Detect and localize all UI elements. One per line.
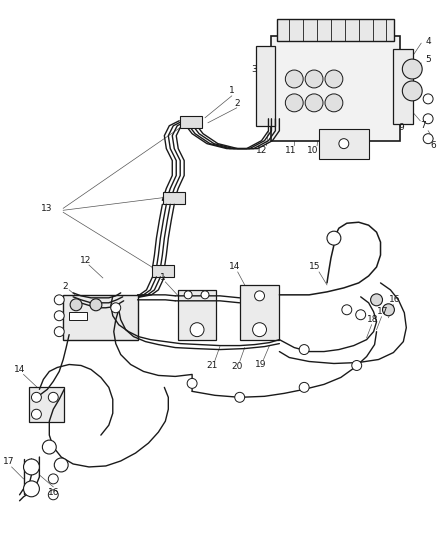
Text: 14: 14: [229, 262, 240, 271]
Circle shape: [184, 291, 192, 299]
Bar: [152, 265, 174, 277]
Circle shape: [48, 392, 58, 402]
Circle shape: [90, 299, 102, 311]
Circle shape: [111, 303, 121, 313]
Text: 2: 2: [234, 99, 240, 108]
Bar: [272, 36, 400, 141]
Circle shape: [382, 304, 394, 316]
Text: 20: 20: [231, 362, 242, 371]
Circle shape: [32, 392, 41, 402]
Bar: [63, 295, 138, 340]
Circle shape: [325, 70, 343, 88]
Bar: [180, 116, 202, 128]
Text: 15: 15: [309, 262, 321, 271]
Circle shape: [253, 322, 266, 337]
Text: 14: 14: [14, 365, 25, 374]
Text: 12: 12: [256, 146, 267, 155]
Text: 1: 1: [229, 86, 235, 95]
Text: 12: 12: [80, 255, 92, 264]
Bar: [69, 312, 87, 320]
Text: 4: 4: [425, 37, 431, 46]
Circle shape: [299, 382, 309, 392]
Text: 3: 3: [252, 64, 258, 74]
Circle shape: [285, 94, 303, 112]
Circle shape: [352, 360, 362, 370]
Circle shape: [305, 94, 323, 112]
Circle shape: [54, 327, 64, 337]
Circle shape: [305, 70, 323, 88]
Circle shape: [254, 291, 265, 301]
Circle shape: [235, 392, 245, 402]
Text: 5: 5: [425, 54, 431, 63]
Circle shape: [190, 322, 204, 337]
Circle shape: [423, 114, 433, 124]
Bar: [393, 49, 413, 124]
Circle shape: [356, 310, 366, 320]
Text: 17: 17: [3, 457, 14, 466]
Bar: [256, 46, 276, 126]
Text: 13: 13: [41, 204, 52, 213]
Circle shape: [325, 94, 343, 112]
Text: 11: 11: [285, 146, 296, 155]
Circle shape: [423, 94, 433, 104]
Circle shape: [201, 291, 209, 299]
Circle shape: [403, 81, 422, 101]
Text: 9: 9: [399, 123, 404, 132]
Bar: [178, 290, 216, 340]
Circle shape: [24, 459, 39, 475]
Text: 17: 17: [377, 307, 388, 316]
Text: 7: 7: [420, 121, 426, 130]
Circle shape: [327, 231, 341, 245]
Circle shape: [339, 139, 349, 149]
Circle shape: [371, 294, 382, 306]
Circle shape: [32, 409, 41, 419]
Circle shape: [187, 378, 197, 389]
Circle shape: [285, 70, 303, 88]
Text: 16: 16: [389, 295, 400, 304]
Text: 18: 18: [367, 315, 378, 324]
Bar: [163, 192, 185, 204]
Circle shape: [403, 59, 422, 79]
Text: 16: 16: [48, 488, 59, 497]
Text: 10: 10: [307, 146, 319, 155]
Text: 6: 6: [430, 141, 436, 150]
Circle shape: [70, 299, 82, 311]
Circle shape: [423, 134, 433, 144]
Circle shape: [24, 481, 39, 497]
Circle shape: [42, 440, 56, 454]
Circle shape: [299, 345, 309, 354]
Circle shape: [48, 474, 58, 484]
Bar: [319, 129, 369, 158]
Circle shape: [54, 311, 64, 321]
Circle shape: [342, 305, 352, 315]
Circle shape: [48, 490, 58, 500]
Bar: [277, 19, 394, 41]
Circle shape: [54, 458, 68, 472]
Text: 19: 19: [255, 360, 266, 369]
Text: 2: 2: [62, 282, 68, 292]
Bar: [240, 285, 279, 340]
Text: 1: 1: [159, 273, 165, 282]
Circle shape: [54, 295, 64, 305]
Bar: [29, 387, 64, 422]
Text: 21: 21: [206, 361, 218, 370]
